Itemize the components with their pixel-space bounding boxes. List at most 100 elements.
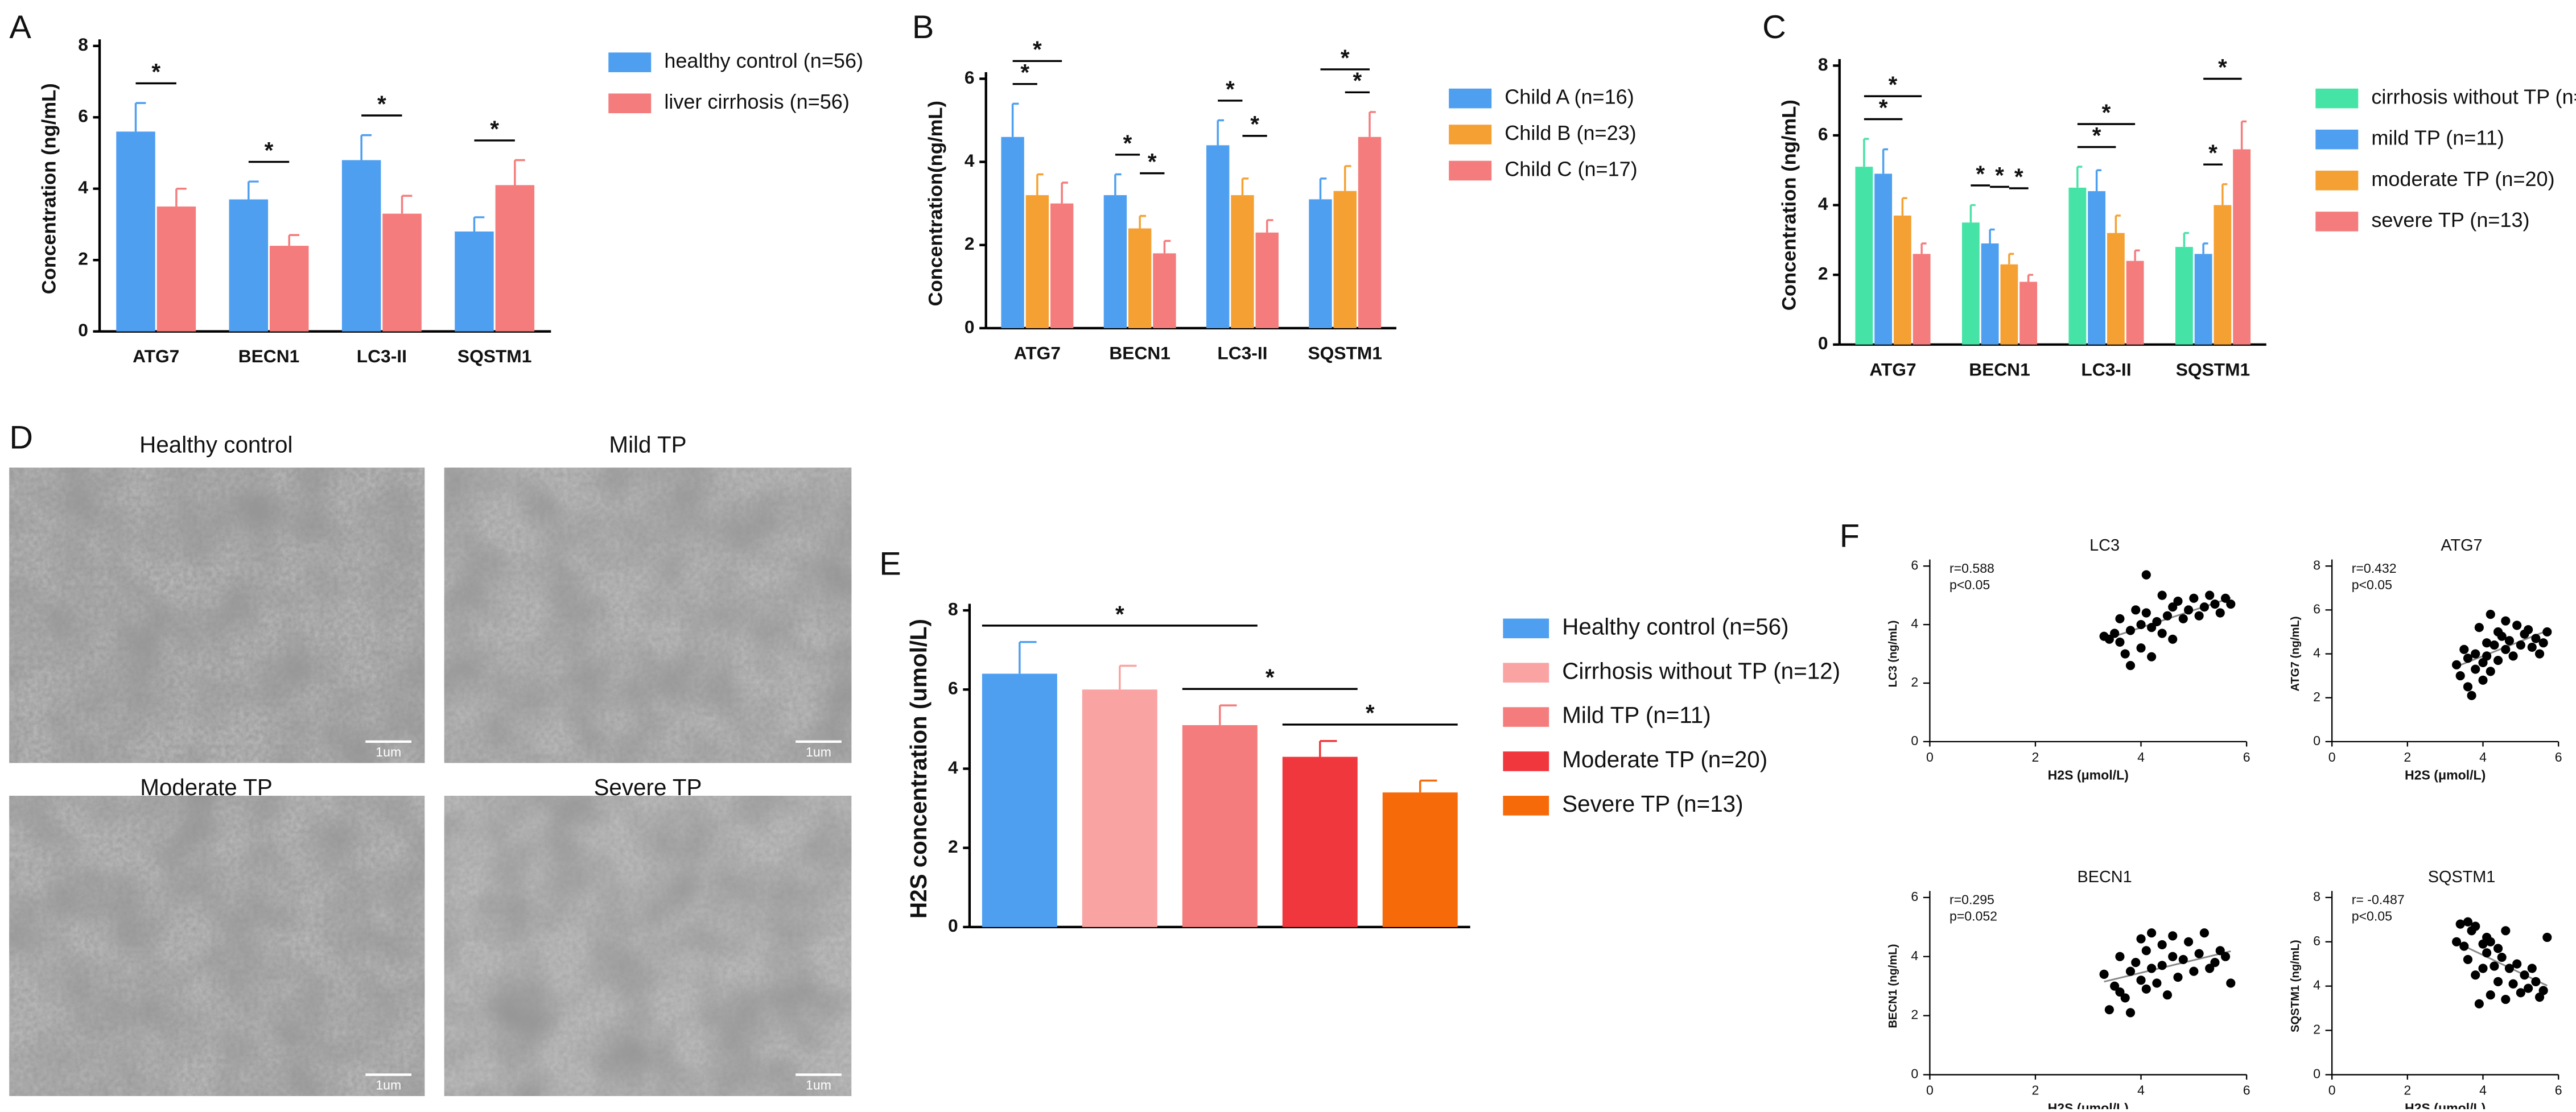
- scale-bar-label: 1um: [806, 745, 831, 759]
- point: [2493, 656, 2503, 665]
- y-tick-label: 4: [1911, 948, 1918, 963]
- x-tick-label: 0: [2328, 750, 2336, 764]
- point: [2183, 937, 2194, 946]
- x-axis-label: H2S (μmol/L): [2405, 1101, 2486, 1109]
- error-bar: [248, 180, 259, 200]
- point: [2482, 948, 2492, 958]
- point: [2486, 937, 2495, 946]
- x-tick-label: 4: [2137, 1082, 2145, 1097]
- micrograph: Mild TP 1um: [444, 431, 852, 763]
- legend-swatch: [2315, 212, 2359, 232]
- point: [2104, 634, 2114, 644]
- point: [2147, 928, 2157, 938]
- point: [2524, 625, 2533, 635]
- legend-label: Child B (n=23): [1505, 121, 1636, 144]
- y-axis-label: ATG7 (ng/mL): [2289, 617, 2302, 692]
- point: [2451, 937, 2462, 946]
- point: [2157, 961, 2167, 970]
- y-tick-label: 2: [1818, 263, 1828, 284]
- micrograph: Severe TP 1um: [444, 774, 852, 1096]
- legend-swatch: [1449, 125, 1492, 144]
- error-bar: [175, 188, 187, 207]
- bar: [2214, 205, 2232, 345]
- point: [2455, 671, 2465, 681]
- point: [2471, 921, 2480, 931]
- point: [2527, 642, 2537, 652]
- point: [2497, 631, 2507, 641]
- y-tick-label: 6: [2313, 933, 2321, 948]
- point: [2459, 941, 2469, 951]
- point: [2538, 986, 2548, 995]
- significance-label: *: [490, 115, 499, 142]
- legend-label: Severe TP (n=13): [1562, 791, 1743, 817]
- error-bar: [514, 159, 525, 185]
- x-tick-label: 2: [2404, 1082, 2411, 1097]
- y-axis-label: BECN1 (ng/mL): [1887, 944, 1899, 1028]
- bar: [455, 232, 494, 332]
- error-bar: [1011, 102, 1019, 137]
- point: [2210, 958, 2220, 968]
- micrograph: Healthy control 1um: [9, 431, 425, 763]
- annotation: r=0.588: [1949, 561, 1994, 576]
- point: [2508, 979, 2518, 989]
- error-bar: [1882, 148, 1889, 174]
- y-tick-label: 6: [78, 106, 88, 126]
- error-bar: [2027, 274, 2034, 282]
- bar: [1255, 232, 1279, 328]
- y-tick-label: 6: [1911, 889, 1918, 904]
- error-bar: [1241, 177, 1249, 196]
- bar: [1893, 215, 1911, 345]
- point: [2471, 649, 2480, 659]
- significance-label: *: [2102, 100, 2111, 126]
- y-tick-label: 2: [2313, 1022, 2321, 1037]
- bar: [1382, 792, 1458, 927]
- bar: [1282, 757, 1358, 927]
- panel-letter: B: [912, 9, 934, 46]
- error-bar: [2202, 242, 2208, 254]
- micrograph-panels: Healthy control 1um Mild TP 1um Moderate…: [9, 431, 852, 1096]
- panel-letter: E: [879, 545, 901, 582]
- error-bar: [1139, 214, 1146, 229]
- bar: [1981, 243, 1999, 345]
- x-tick-label: SQSTM1: [458, 346, 531, 366]
- significance-label: *: [2014, 163, 2023, 189]
- point: [2152, 978, 2162, 988]
- point: [2482, 651, 2492, 661]
- point: [2538, 638, 2548, 648]
- legend-label: Child A (n=16): [1505, 85, 1634, 109]
- point: [2136, 643, 2146, 653]
- bar: [1128, 228, 1152, 328]
- point: [2115, 614, 2125, 623]
- y-tick-label: 2: [1911, 675, 1918, 689]
- bar: [2068, 187, 2087, 345]
- significance-label: *: [1115, 601, 1124, 627]
- point: [2110, 981, 2120, 991]
- point: [2474, 623, 2484, 633]
- x-tick-label: BECN1: [238, 346, 300, 366]
- significance-label: *: [1366, 700, 1375, 726]
- point: [2478, 964, 2488, 973]
- bar: [2019, 282, 2038, 345]
- point: [2120, 649, 2130, 659]
- error-bar: [1989, 228, 1995, 244]
- y-axis-label: Concentration(ng/mL): [925, 101, 946, 306]
- error-bar: [2095, 169, 2102, 192]
- error-bar: [473, 216, 485, 232]
- point: [2125, 661, 2136, 671]
- bar: [2000, 264, 2018, 345]
- y-tick-label: 8: [2313, 557, 2321, 572]
- legend-swatch: [1449, 88, 1492, 109]
- y-tick-label: 4: [2313, 646, 2321, 660]
- error-bar: [1114, 173, 1122, 196]
- point: [2516, 988, 2525, 998]
- annotation: r= -0.487: [2352, 892, 2405, 907]
- micrograph-title: Mild TP: [609, 431, 686, 457]
- significance-label: *: [1123, 130, 1132, 156]
- error-bar: [1419, 779, 1437, 793]
- annotation: p<0.05: [1949, 577, 1990, 592]
- error-bar: [1163, 239, 1171, 254]
- legend-swatch: [1449, 160, 1492, 181]
- bar: [1050, 203, 1074, 328]
- point: [2125, 966, 2136, 976]
